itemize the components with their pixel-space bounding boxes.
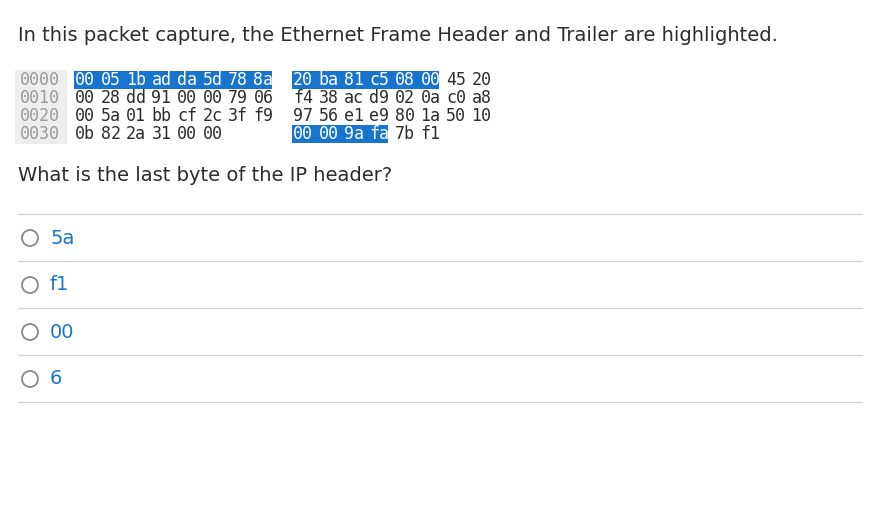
Text: 0020: 0020 (20, 107, 60, 125)
Text: 6: 6 (50, 369, 63, 388)
Text: 2a: 2a (126, 125, 146, 143)
Text: 0b: 0b (75, 125, 95, 143)
Text: 3f: 3f (228, 107, 248, 125)
Bar (292, 125, 387, 143)
Text: c0: c0 (446, 89, 466, 107)
Text: 20: 20 (472, 71, 491, 89)
Text: 97: 97 (293, 107, 313, 125)
Text: c5: c5 (370, 71, 390, 89)
Text: 00: 00 (177, 89, 197, 107)
Text: f1: f1 (50, 276, 70, 294)
Text: f9: f9 (253, 107, 273, 125)
Text: dd: dd (126, 89, 146, 107)
Text: 45: 45 (446, 71, 466, 89)
Text: 81: 81 (344, 71, 364, 89)
Text: ad: ad (152, 71, 171, 89)
Text: e9: e9 (370, 107, 390, 125)
Text: 1a: 1a (421, 107, 440, 125)
Text: ac: ac (344, 89, 364, 107)
Text: What is the last byte of the IP header?: What is the last byte of the IP header? (18, 166, 392, 185)
Text: d9: d9 (370, 89, 390, 107)
Text: 78: 78 (228, 71, 248, 89)
Text: 5a: 5a (50, 228, 74, 247)
Text: 00: 00 (177, 125, 197, 143)
Text: 00: 00 (318, 125, 339, 143)
Bar (15, 70, 67, 144)
Bar (292, 71, 438, 89)
Text: da: da (177, 71, 197, 89)
Text: 0000: 0000 (20, 71, 60, 89)
Text: 08: 08 (395, 71, 415, 89)
Text: cf: cf (177, 107, 197, 125)
Text: f4: f4 (293, 89, 313, 107)
Text: 01: 01 (126, 107, 146, 125)
Text: 0010: 0010 (20, 89, 60, 107)
Text: 82: 82 (101, 125, 121, 143)
Text: e1: e1 (344, 107, 364, 125)
Bar (74, 71, 272, 89)
Text: 06: 06 (253, 89, 273, 107)
Text: 1b: 1b (126, 71, 146, 89)
Text: 10: 10 (472, 107, 491, 125)
Text: 00: 00 (203, 89, 222, 107)
Text: 05: 05 (101, 71, 121, 89)
Text: fa: fa (370, 125, 390, 143)
Text: 91: 91 (152, 89, 171, 107)
Text: 00: 00 (50, 322, 74, 342)
Text: 7b: 7b (395, 125, 415, 143)
Text: 8a: 8a (253, 71, 273, 89)
Text: a8: a8 (472, 89, 491, 107)
Text: In this packet capture, the Ethernet Frame Header and Trailer are highlighted.: In this packet capture, the Ethernet Fra… (18, 26, 778, 45)
Text: 00: 00 (75, 107, 95, 125)
Text: bb: bb (152, 107, 171, 125)
Text: 5a: 5a (101, 107, 121, 125)
Text: 38: 38 (318, 89, 339, 107)
Text: 00: 00 (203, 125, 222, 143)
Text: 80: 80 (395, 107, 415, 125)
Text: 28: 28 (101, 89, 121, 107)
Text: 31: 31 (152, 125, 171, 143)
Text: 00: 00 (75, 71, 95, 89)
Text: 0030: 0030 (20, 125, 60, 143)
Text: 5d: 5d (203, 71, 222, 89)
Text: 02: 02 (395, 89, 415, 107)
Text: 00: 00 (293, 125, 313, 143)
Text: 2c: 2c (203, 107, 222, 125)
Text: 20: 20 (293, 71, 313, 89)
Text: 00: 00 (75, 89, 95, 107)
Text: 56: 56 (318, 107, 339, 125)
Text: 0a: 0a (421, 89, 440, 107)
Text: 79: 79 (228, 89, 248, 107)
Text: 50: 50 (446, 107, 466, 125)
Text: 9a: 9a (344, 125, 364, 143)
Text: 00: 00 (421, 71, 440, 89)
Text: ba: ba (318, 71, 339, 89)
Text: f1: f1 (421, 125, 440, 143)
